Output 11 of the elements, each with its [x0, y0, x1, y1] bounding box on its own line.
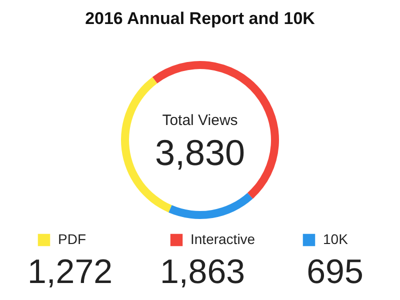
data-label: 695 [306, 253, 364, 291]
legend-label: PDF [58, 231, 86, 247]
text: Total Views [162, 112, 238, 129]
legend-label: 10K [323, 231, 349, 247]
legend-label: Interactive [190, 231, 256, 247]
data-label: 1,863 [160, 253, 246, 291]
donut-slice [168, 192, 253, 219]
chart-title: 2016 Annual Report and 10K [85, 9, 316, 28]
data-label: 1,272 [27, 253, 113, 291]
text: 3,830 [154, 132, 246, 173]
donut-slice [152, 61, 279, 199]
